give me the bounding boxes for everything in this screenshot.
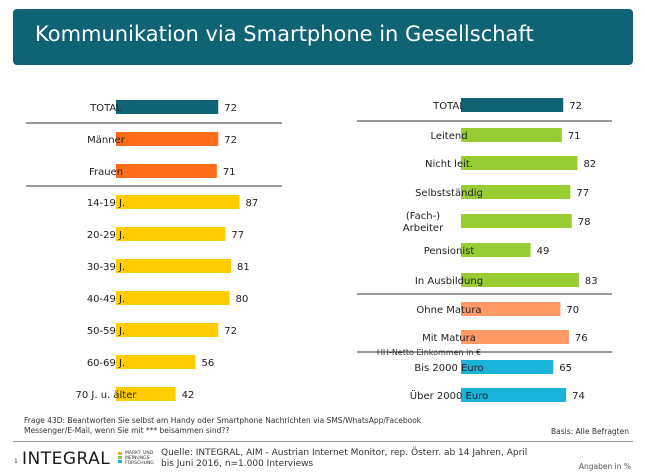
bar-über-2000-euro <box>461 388 567 402</box>
value-label-pensionist: 49 <box>537 246 550 257</box>
unit-note: Angaben in % <box>578 462 631 471</box>
value-label-frauen: 71 <box>223 167 236 178</box>
basis-note: Basis: Alle Befragten <box>551 427 629 436</box>
category-label-nicht-leit: Nicht leit. <box>425 159 473 170</box>
value-label-50-59-j: 72 <box>224 326 237 337</box>
category-label-pensionist: Pensionist <box>424 246 475 257</box>
bar-männer <box>116 132 219 146</box>
value-label-leitend: 71 <box>568 131 581 142</box>
bar-20-29-j <box>116 227 226 241</box>
bar-fach-arbeiter <box>461 214 572 228</box>
category-label-60-69-j: 60-69 J. <box>87 358 125 369</box>
value-label-total: 72 <box>569 101 582 112</box>
value-label-in-ausbildung: 83 <box>585 276 598 287</box>
category-label-50-59-j: 50-59 J. <box>87 326 125 337</box>
value-label-fach-arbeiter: 78 <box>578 217 591 228</box>
category-label-über-2000-euro: Über 2000 Euro <box>410 389 488 402</box>
bar-total <box>461 98 564 112</box>
value-label-über-2000-euro: 74 <box>572 391 585 402</box>
value-label-selbstständig: 77 <box>576 188 589 199</box>
category-label-frauen: Frauen <box>89 167 123 178</box>
group-header-income: HH-Netto Einkommen in € <box>377 348 481 357</box>
value-label-nicht-leit: 82 <box>583 159 596 170</box>
bar-total <box>116 100 219 114</box>
bar-70-j-u-älter <box>116 387 176 401</box>
bar-chart: TOTAL 72 Männer 72 Frauen 71 14-19 J. 87 20-29 J… <box>26 98 612 402</box>
category-label-selbstständig: Selbstständig <box>415 188 483 199</box>
category-label-fach-arbeiter: (Fach-) Arbeiter <box>403 211 444 234</box>
bar-bis-2000-euro <box>461 360 554 374</box>
logo-wordmark: INTEGRAL <box>22 449 111 469</box>
value-label-30-39-j: 81 <box>237 262 250 273</box>
value-label-60-69-j: 56 <box>202 358 215 369</box>
title-banner: Kommunikation via Smartphone in Gesellsc… <box>13 9 633 65</box>
category-label-30-39-j: 30-39 J. <box>87 262 125 273</box>
category-label-bis-2000-euro: Bis 2000 Euro <box>414 363 483 374</box>
page-title: Kommunikation via Smartphone in Gesellsc… <box>35 22 534 46</box>
value-label-männer: 72 <box>224 135 237 146</box>
bar-14-19-j <box>116 195 240 209</box>
bar-mit-matura <box>461 330 569 344</box>
category-label-20-29-j: 20-29 J. <box>87 230 125 241</box>
bar-60-69-j <box>116 355 196 369</box>
bar-50-59-j <box>116 323 219 337</box>
category-label-männer: Männer <box>87 135 126 146</box>
category-label-in-ausbildung: In Ausbildung <box>415 276 483 287</box>
bar-frauen <box>116 164 217 178</box>
category-label-total: TOTAL <box>432 101 465 112</box>
value-label-ohne-matura: 70 <box>566 305 579 316</box>
bar-selbstständig <box>461 185 571 199</box>
value-label-14-19-j: 87 <box>246 198 259 209</box>
category-label-mit-matura: Mit Matura <box>422 333 476 344</box>
page-number: 1 <box>14 458 18 465</box>
value-label-total: 72 <box>224 103 237 114</box>
category-label-40-49-j: 40-49 J. <box>87 294 125 305</box>
footer-divider <box>13 441 633 442</box>
category-label-70-j-u-älter: 70 J. u. älter <box>76 390 138 401</box>
logo-dots-icon <box>118 452 122 464</box>
category-label-leitend: Leitend <box>430 131 467 142</box>
category-label-ohne-matura: Ohne Matura <box>416 305 481 316</box>
value-label-bis-2000-euro: 65 <box>559 363 572 374</box>
category-label-total: TOTAL <box>89 103 122 114</box>
value-label-70-j-u-älter: 42 <box>182 390 195 401</box>
bar-nicht-leit <box>461 156 578 170</box>
value-label-20-29-j: 77 <box>231 230 244 241</box>
source-note: Quelle: INTEGRAL, AIM - Austrian Interne… <box>161 448 528 469</box>
bar-30-39-j <box>116 259 232 273</box>
bar-leitend <box>461 128 562 142</box>
logo-subtitle: MARKT- UND MEINUNGS- FORSCHUNG <box>125 451 154 466</box>
bar-pensionist <box>461 243 531 257</box>
question-footnote: Frage 43D: Beantworten Sie selbst am Han… <box>24 416 422 435</box>
value-label-mit-matura: 76 <box>575 333 588 344</box>
bar-ohne-matura <box>461 302 561 316</box>
bar-in-ausbildung <box>461 273 579 287</box>
bar-40-49-j <box>116 291 230 305</box>
category-label-14-19-j: 14-19 J. <box>87 198 125 209</box>
value-label-40-49-j: 80 <box>236 294 249 305</box>
